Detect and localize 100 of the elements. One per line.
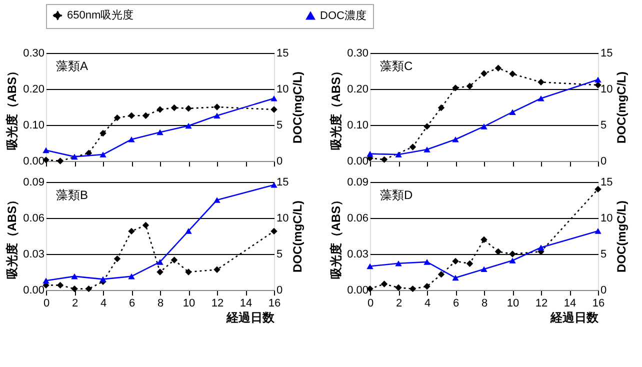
point bbox=[100, 130, 106, 137]
y2-tick-label: 15 bbox=[600, 176, 613, 188]
point bbox=[270, 106, 278, 113]
point bbox=[480, 236, 488, 243]
x-tick-label: 16 bbox=[268, 298, 281, 310]
point bbox=[56, 282, 64, 289]
x-tick-label: 2 bbox=[396, 298, 402, 310]
point bbox=[56, 158, 64, 164]
point bbox=[142, 112, 150, 119]
y2-tick-label: 15 bbox=[600, 48, 613, 60]
y2-tick-label: 5 bbox=[600, 248, 607, 260]
text: 藻類C bbox=[380, 59, 413, 73]
point bbox=[594, 82, 602, 88]
y-tick-label: 0.03 bbox=[347, 248, 368, 260]
point bbox=[538, 95, 544, 102]
point bbox=[409, 144, 416, 150]
point bbox=[214, 197, 220, 203]
point bbox=[466, 260, 474, 267]
point bbox=[71, 285, 78, 292]
x-tick-label: 10 bbox=[182, 298, 196, 310]
point bbox=[100, 152, 106, 158]
point bbox=[71, 154, 78, 160]
x-tick-label: 8 bbox=[481, 298, 488, 310]
point bbox=[594, 186, 602, 193]
point bbox=[85, 150, 92, 156]
point bbox=[494, 248, 502, 255]
y-tick-label: 0.00 bbox=[347, 284, 368, 296]
point bbox=[509, 70, 516, 78]
point bbox=[100, 276, 106, 282]
point bbox=[395, 152, 402, 158]
point bbox=[466, 82, 474, 90]
point bbox=[438, 104, 445, 112]
point bbox=[114, 255, 121, 262]
point bbox=[424, 283, 430, 290]
x-tick-label: 6 bbox=[128, 298, 136, 310]
point bbox=[42, 278, 50, 284]
y-axis-title: 吸光度（ABS） bbox=[329, 194, 344, 280]
point bbox=[85, 285, 92, 292]
y2-axis-title: DOC(mgC/L) bbox=[290, 200, 305, 272]
point bbox=[270, 228, 278, 235]
y-tick-label: 0.09 bbox=[347, 176, 368, 188]
point bbox=[594, 76, 602, 83]
point bbox=[214, 104, 220, 110]
y2-tick-label: 0 bbox=[600, 284, 607, 296]
y-tick-label: 0.30 bbox=[347, 48, 368, 60]
point bbox=[480, 266, 488, 272]
y2-axis-title: DOC(mgC/L) bbox=[290, 72, 305, 144]
point bbox=[185, 228, 192, 234]
point bbox=[270, 95, 278, 102]
point bbox=[395, 284, 402, 291]
x-tick-label: 14 bbox=[564, 298, 576, 310]
x-tick-label: 4 bbox=[424, 298, 431, 310]
legend-label: DOC濃度 bbox=[320, 8, 366, 22]
point bbox=[380, 156, 388, 163]
text: 藻類B bbox=[56, 188, 88, 202]
point bbox=[480, 70, 488, 77]
x-tick-label: 16 bbox=[592, 298, 605, 310]
y2-tick-label: 10 bbox=[600, 212, 613, 224]
point bbox=[156, 129, 164, 136]
point bbox=[270, 182, 278, 188]
point bbox=[185, 122, 192, 129]
point bbox=[128, 228, 135, 235]
point bbox=[170, 104, 178, 112]
y-axis-title: 吸光度（ABS） bbox=[5, 64, 20, 150]
y2-axis-title: DOC(mgC/L) bbox=[614, 200, 629, 272]
legend-label: 650nm吸光度 bbox=[67, 8, 134, 22]
point bbox=[114, 114, 121, 122]
point bbox=[170, 256, 178, 264]
point bbox=[142, 222, 150, 229]
x-axis-title: 経過日数 bbox=[550, 310, 600, 324]
point bbox=[42, 147, 50, 154]
point bbox=[380, 280, 388, 288]
point bbox=[509, 250, 516, 258]
y2-tick-label: 0 bbox=[600, 156, 607, 168]
point bbox=[438, 271, 445, 278]
y2-tick-label: 15 bbox=[276, 48, 289, 60]
point bbox=[409, 285, 416, 292]
y-tick-label: 0.06 bbox=[23, 212, 44, 224]
point bbox=[214, 266, 220, 273]
point bbox=[395, 260, 402, 266]
y-tick-label: 0.00 bbox=[23, 284, 44, 296]
point bbox=[452, 136, 459, 142]
point bbox=[424, 123, 430, 130]
y-tick-label: 0.06 bbox=[347, 212, 368, 224]
y-tick-label: 0.09 bbox=[23, 176, 44, 188]
point bbox=[214, 112, 220, 119]
point bbox=[128, 273, 135, 280]
y2-tick-label: 5 bbox=[276, 120, 283, 132]
point bbox=[509, 109, 516, 115]
y-tick-label: 0.20 bbox=[347, 84, 368, 96]
point bbox=[494, 64, 502, 72]
y2-tick-label: 10 bbox=[276, 212, 289, 224]
point bbox=[452, 84, 459, 92]
y2-tick-label: 10 bbox=[600, 84, 613, 96]
point bbox=[480, 124, 488, 130]
y2-tick-label: 5 bbox=[600, 120, 607, 132]
point bbox=[452, 258, 459, 265]
text: 藻類D bbox=[380, 188, 413, 202]
y2-tick-label: 0 bbox=[276, 156, 283, 168]
point bbox=[366, 263, 374, 270]
